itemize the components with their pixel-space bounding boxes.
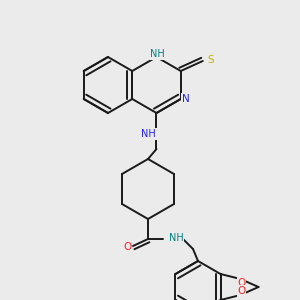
Text: NH: NH	[141, 129, 156, 139]
Text: O: O	[237, 278, 246, 288]
Text: NH: NH	[150, 49, 165, 59]
Text: S: S	[207, 55, 214, 65]
Text: N: N	[182, 94, 190, 104]
Text: O: O	[123, 242, 131, 252]
Text: NH: NH	[169, 233, 183, 243]
Text: O: O	[237, 286, 246, 296]
